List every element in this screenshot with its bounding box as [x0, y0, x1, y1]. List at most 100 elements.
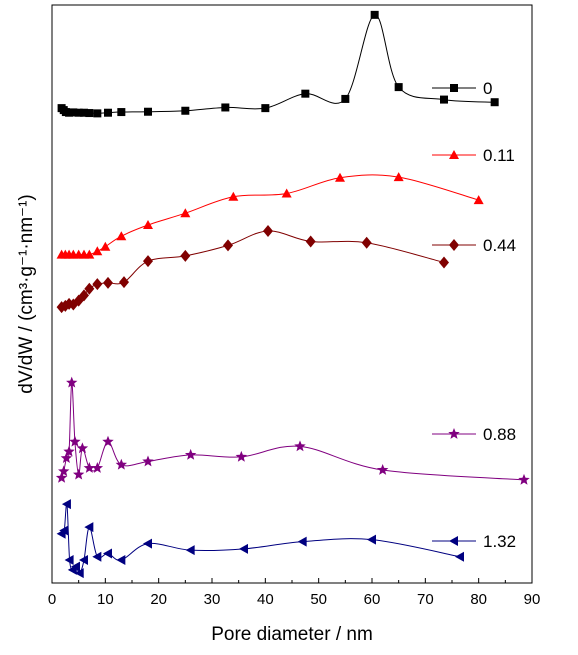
- series-3: [55, 376, 530, 485]
- data-point: [80, 108, 88, 117]
- series-1: [56, 172, 484, 259]
- data-point: [85, 109, 94, 118]
- series-line: [61, 174, 479, 256]
- data-point: [84, 282, 95, 295]
- legend-label: 0.88: [483, 425, 516, 444]
- data-point: [376, 464, 389, 475]
- data-point: [102, 435, 114, 447]
- legend-marker: [449, 536, 458, 546]
- data-point: [92, 278, 103, 291]
- data-point: [221, 103, 230, 112]
- data-point: [63, 445, 75, 457]
- data-point: [117, 108, 126, 117]
- data-point: [180, 249, 191, 262]
- data-point: [69, 108, 78, 117]
- x-tick-label: 10: [97, 591, 114, 608]
- legend-marker: [448, 428, 460, 439]
- data-point: [64, 555, 74, 566]
- data-point: [84, 249, 95, 259]
- data-point: [144, 107, 152, 116]
- data-point: [294, 440, 306, 452]
- data-point: [281, 188, 292, 198]
- data-point: [143, 255, 153, 268]
- data-point: [228, 191, 239, 201]
- data-point: [473, 195, 484, 205]
- legend-marker: [449, 239, 459, 251]
- data-point: [143, 538, 152, 549]
- x-tick-label: 70: [417, 591, 434, 608]
- data-point: [184, 448, 197, 460]
- data-point: [116, 231, 127, 241]
- data-point: [74, 568, 84, 579]
- data-point: [235, 450, 248, 462]
- legend-label: 1.32: [483, 532, 516, 551]
- data-point: [185, 545, 195, 556]
- legend-item: 0.88: [432, 425, 516, 444]
- series-line: [61, 503, 461, 574]
- data-point: [393, 172, 404, 182]
- x-axis-tick-labels: 0 10 20 30 40 50 60 70 80 90: [48, 591, 541, 608]
- legend-item: 0.44: [432, 236, 516, 255]
- data-point: [100, 241, 111, 251]
- data-point: [69, 435, 81, 447]
- series-line: [61, 230, 445, 308]
- data-point: [93, 109, 102, 118]
- series-2: [56, 224, 449, 314]
- data-point: [72, 468, 85, 480]
- data-point: [142, 455, 154, 467]
- data-point: [370, 10, 379, 19]
- data-point: [83, 462, 96, 473]
- data-point: [440, 95, 448, 104]
- series-line: [61, 14, 495, 114]
- x-tick-label: 50: [310, 591, 327, 608]
- x-axis-title: Pore diameter / nm: [211, 624, 373, 645]
- data-point: [59, 525, 69, 536]
- data-point: [518, 473, 530, 485]
- data-point: [79, 555, 88, 566]
- series-layer: [55, 10, 530, 579]
- data-point: [103, 548, 112, 559]
- legend-item: 0: [432, 79, 492, 98]
- x-tick-label: 80: [470, 591, 487, 608]
- data-point: [439, 256, 449, 269]
- data-point: [394, 83, 403, 92]
- legend-item: 0.11: [432, 146, 515, 165]
- data-point: [305, 235, 316, 248]
- plot-border: [51, 4, 533, 584]
- data-point: [301, 89, 310, 98]
- x-tick-label: 60: [364, 591, 381, 608]
- data-point: [79, 289, 89, 302]
- series-4: [56, 499, 464, 579]
- data-point: [181, 106, 190, 115]
- legend-label: 0.11: [483, 146, 515, 165]
- data-point: [65, 108, 74, 117]
- x-axis-ticks: [51, 578, 533, 583]
- data-point: [263, 224, 273, 237]
- data-point: [261, 104, 270, 113]
- data-point: [239, 543, 248, 554]
- legend-item: 1.32: [432, 532, 516, 551]
- plot-frame: [51, 4, 533, 584]
- data-point: [71, 561, 80, 572]
- data-point: [76, 442, 89, 454]
- x-tick-label: 0: [48, 591, 56, 608]
- data-point: [61, 499, 71, 510]
- data-point: [91, 462, 104, 473]
- data-point: [66, 376, 78, 388]
- x-tick-label: 20: [150, 591, 167, 608]
- data-point: [92, 551, 102, 562]
- data-point: [341, 94, 350, 103]
- legend-label: 0: [483, 79, 492, 98]
- x-tick-label: 30: [204, 591, 221, 608]
- data-point: [58, 465, 70, 477]
- data-point: [60, 452, 73, 464]
- data-point: [367, 534, 376, 545]
- data-point: [223, 239, 233, 252]
- data-point: [119, 276, 129, 289]
- legend-marker: [450, 84, 458, 92]
- x-tick-label: 90: [524, 591, 541, 608]
- data-point: [297, 536, 307, 547]
- legend-label: 0.44: [483, 236, 516, 255]
- data-point: [455, 551, 464, 562]
